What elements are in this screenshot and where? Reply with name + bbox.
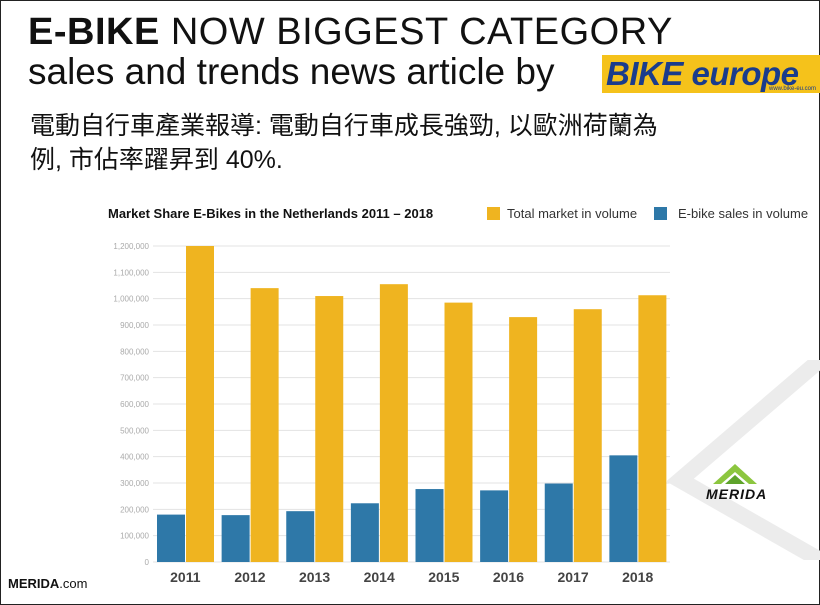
bike-europe-logo-text: BIKE europe	[606, 55, 799, 92]
bike-europe-url: www.bike-eu.com	[768, 86, 816, 92]
bar-ebike-sales	[221, 515, 250, 562]
bar-total-market	[250, 288, 279, 562]
slide-subtitle: sales and trends news article by	[28, 51, 555, 92]
y-tick-label: 300,000	[120, 479, 149, 488]
y-tick-label: 1,000,000	[113, 295, 149, 304]
bar-total-market	[379, 284, 408, 562]
chart-title: Market Share E-Bikes in the Netherlands …	[108, 206, 434, 221]
title-rest: NOW BIGGEST CATEGORY	[170, 11, 673, 53]
bar-ebike-sales	[544, 483, 573, 562]
merida-mountain-icon	[713, 464, 757, 484]
y-tick-label: 900,000	[120, 321, 149, 330]
x-tick-label: 2012	[234, 569, 265, 585]
y-tick-label: 700,000	[120, 374, 149, 383]
bar-ebike-sales	[286, 511, 315, 562]
slide-title: E-BIKE NOW BIGGEST CATEGORY	[28, 12, 673, 52]
footer-brand-bold: MERIDA	[8, 576, 60, 591]
x-tick-label: 2018	[622, 569, 653, 585]
x-tick-label: 2015	[428, 569, 459, 585]
y-tick-label: 500,000	[120, 426, 149, 435]
bar-ebike-sales	[480, 490, 509, 562]
y-tick-label: 600,000	[120, 400, 149, 409]
bar-total-market	[509, 317, 538, 562]
x-tick-label: 2017	[557, 569, 588, 585]
description-line-2: 例, 市佔率躍昇到 40%.	[30, 146, 283, 174]
bar-ebike-sales	[415, 489, 444, 562]
x-tick-label: 2011	[170, 569, 201, 585]
bar-ebike-sales	[609, 455, 638, 562]
bar-ebike-sales	[350, 503, 379, 562]
x-tick-label: 2014	[364, 569, 395, 585]
bar-total-market	[444, 302, 473, 562]
watermark-chevron	[666, 360, 820, 560]
bike-europe-logo: BIKE europe www.bike-eu.com	[602, 55, 820, 93]
footer-brand[interactable]: MERIDA.com	[8, 576, 87, 591]
bar-ebike-sales	[157, 514, 185, 562]
y-tick-label: 400,000	[120, 453, 149, 462]
y-tick-label: 100,000	[120, 532, 149, 541]
footer-brand-rest: .com	[59, 576, 88, 591]
merida-logo-text: MERIDA	[706, 486, 768, 502]
bar-total-market	[315, 296, 344, 562]
legend-label-total: Total market in volume	[507, 206, 638, 221]
legend-label-ebike: E-bike sales in volume	[678, 206, 809, 221]
x-tick-label: 2016	[493, 569, 524, 585]
bar-total-market	[573, 309, 602, 562]
y-tick-label: 1,100,000	[113, 268, 149, 277]
bar-total-market	[186, 246, 214, 562]
legend-swatch-total	[487, 207, 500, 220]
y-tick-label: 1,200,000	[113, 242, 149, 251]
title-bold: E-BIKE	[28, 11, 160, 53]
description-line-1: 電動自行車產業報導: 電動自行車成長強勁, 以歐洲荷蘭為	[30, 112, 658, 140]
x-tick-label: 2013	[299, 569, 330, 585]
legend-swatch-ebike	[654, 207, 667, 220]
y-tick-label: 0	[145, 558, 150, 567]
bar-total-market	[638, 295, 667, 562]
y-tick-label: 800,000	[120, 347, 149, 356]
y-tick-label: 200,000	[120, 505, 149, 514]
